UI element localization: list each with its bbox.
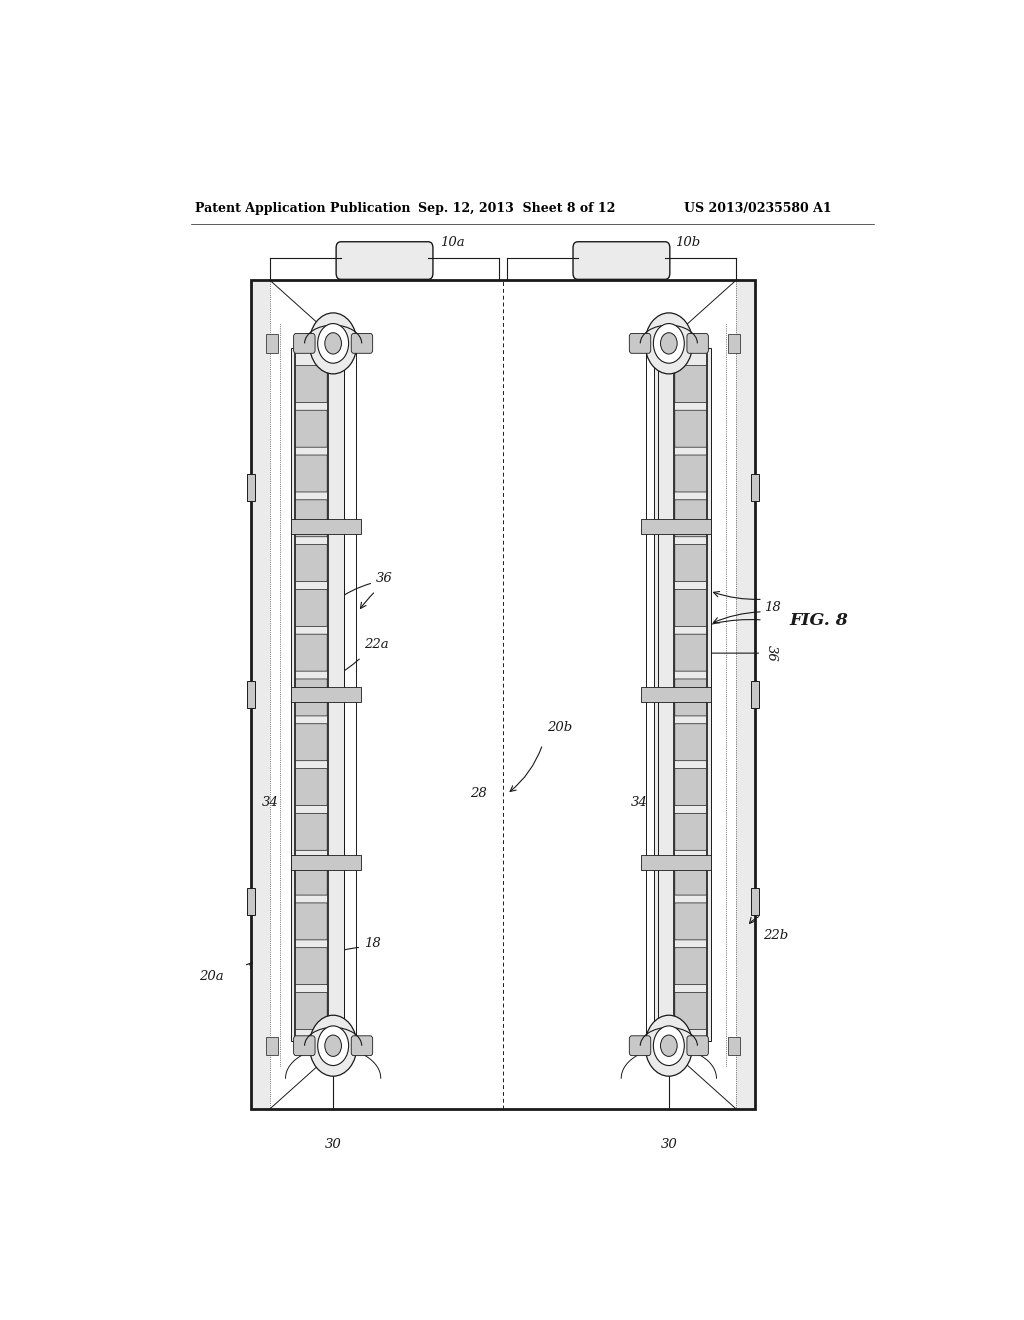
Bar [641, 688, 712, 702]
Text: 10a: 10a [440, 236, 465, 249]
Bar [654, 348, 712, 1040]
FancyBboxPatch shape [675, 634, 707, 671]
FancyBboxPatch shape [630, 1036, 650, 1056]
Circle shape [653, 323, 684, 363]
Bar [291, 855, 361, 870]
FancyBboxPatch shape [687, 334, 709, 354]
Text: 34: 34 [631, 796, 647, 809]
FancyBboxPatch shape [675, 411, 707, 447]
FancyBboxPatch shape [296, 590, 328, 627]
FancyBboxPatch shape [630, 334, 650, 354]
Bar [751, 888, 759, 915]
FancyBboxPatch shape [573, 242, 670, 280]
Bar [728, 1036, 740, 1055]
Text: US 2013/0235580 A1: US 2013/0235580 A1 [684, 202, 831, 215]
Bar [251, 280, 270, 1109]
Circle shape [660, 333, 677, 354]
Bar [247, 474, 255, 500]
FancyBboxPatch shape [296, 813, 328, 850]
Text: Patent Application Publication: Patent Application Publication [196, 202, 411, 215]
FancyBboxPatch shape [296, 768, 328, 805]
Text: FIG. 8: FIG. 8 [790, 612, 848, 630]
FancyBboxPatch shape [296, 545, 328, 582]
Text: 22b: 22b [763, 929, 788, 942]
Bar [751, 681, 759, 708]
Bar [291, 688, 361, 702]
FancyBboxPatch shape [675, 590, 707, 627]
Bar [260, 293, 745, 1097]
Circle shape [309, 313, 357, 374]
Text: 36: 36 [376, 572, 392, 585]
FancyBboxPatch shape [296, 948, 328, 985]
FancyBboxPatch shape [675, 903, 707, 940]
Text: 22a: 22a [364, 639, 388, 651]
Bar [266, 1036, 278, 1055]
Circle shape [309, 1015, 357, 1076]
FancyBboxPatch shape [296, 993, 328, 1030]
Text: 28: 28 [470, 788, 487, 800]
Bar [291, 348, 344, 1040]
FancyBboxPatch shape [687, 1036, 709, 1056]
Bar [751, 474, 759, 500]
FancyBboxPatch shape [351, 334, 373, 354]
Circle shape [317, 1026, 348, 1065]
Bar [291, 520, 361, 533]
FancyBboxPatch shape [296, 678, 328, 715]
FancyBboxPatch shape [675, 455, 707, 492]
Text: 10b: 10b [676, 236, 700, 249]
Circle shape [325, 333, 341, 354]
FancyBboxPatch shape [675, 813, 707, 850]
FancyBboxPatch shape [296, 723, 328, 760]
FancyBboxPatch shape [296, 903, 328, 940]
Text: 20b: 20b [547, 721, 571, 734]
Bar [641, 520, 712, 533]
FancyBboxPatch shape [296, 634, 328, 671]
FancyBboxPatch shape [675, 366, 707, 403]
FancyBboxPatch shape [675, 993, 707, 1030]
Bar [251, 280, 755, 1109]
Text: 18: 18 [765, 601, 781, 614]
FancyBboxPatch shape [294, 334, 315, 354]
FancyBboxPatch shape [351, 1036, 373, 1056]
Text: 34: 34 [262, 796, 279, 809]
Bar [728, 334, 740, 352]
FancyBboxPatch shape [675, 768, 707, 805]
Bar [247, 681, 255, 708]
FancyBboxPatch shape [675, 723, 707, 760]
Circle shape [660, 1035, 677, 1056]
Circle shape [653, 1026, 684, 1065]
Text: 18: 18 [364, 937, 381, 949]
FancyBboxPatch shape [296, 455, 328, 492]
Circle shape [645, 1015, 692, 1076]
Circle shape [645, 313, 692, 374]
Bar [736, 280, 755, 1109]
Text: 30: 30 [325, 1138, 342, 1151]
FancyBboxPatch shape [296, 411, 328, 447]
FancyBboxPatch shape [296, 366, 328, 403]
FancyBboxPatch shape [294, 1036, 315, 1056]
FancyBboxPatch shape [675, 545, 707, 582]
Bar [266, 334, 278, 352]
FancyBboxPatch shape [675, 678, 707, 715]
Text: 36: 36 [765, 644, 777, 661]
FancyBboxPatch shape [296, 858, 328, 895]
Circle shape [325, 1035, 341, 1056]
Text: 20a: 20a [199, 970, 223, 983]
Text: 30: 30 [660, 1138, 677, 1151]
FancyBboxPatch shape [675, 500, 707, 537]
FancyBboxPatch shape [296, 500, 328, 537]
FancyBboxPatch shape [675, 948, 707, 985]
Bar [641, 855, 712, 870]
Text: Sep. 12, 2013  Sheet 8 of 12: Sep. 12, 2013 Sheet 8 of 12 [418, 202, 615, 215]
Circle shape [317, 323, 348, 363]
FancyBboxPatch shape [336, 242, 433, 280]
FancyBboxPatch shape [675, 858, 707, 895]
Bar [270, 280, 736, 1109]
Bar [247, 888, 255, 915]
